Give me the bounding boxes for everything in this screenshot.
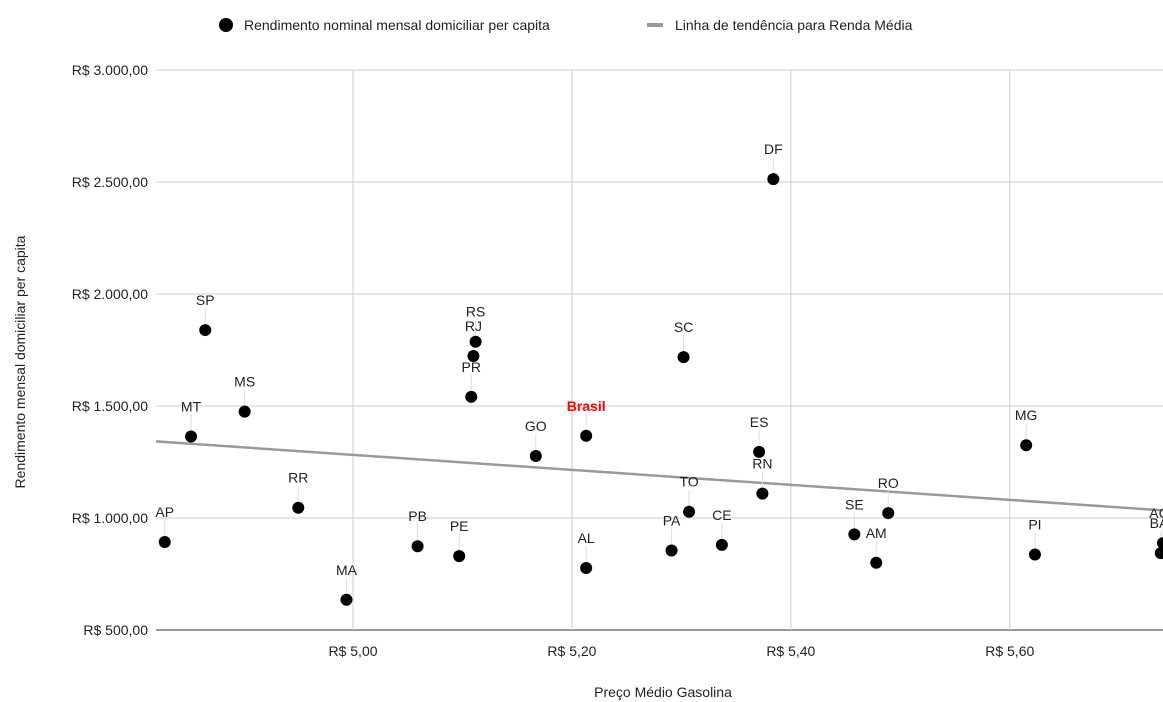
data-point bbox=[753, 445, 766, 458]
data-point bbox=[292, 501, 305, 514]
data-point bbox=[715, 538, 728, 551]
y-axis-ticks: R$ 500,00 R$ 1.000,00 R$ 1.500,00 R$ 2.000,… bbox=[72, 62, 149, 638]
data-label: DF bbox=[764, 141, 783, 157]
data-label: MG bbox=[1015, 407, 1038, 423]
data-point bbox=[185, 430, 198, 443]
data-label: PA bbox=[663, 512, 681, 528]
data-label: PB bbox=[408, 508, 427, 524]
y-axis-title: Rendimento mensal domiciliar per capita bbox=[12, 235, 28, 488]
data-point bbox=[199, 324, 212, 337]
data-label: RN bbox=[752, 456, 772, 472]
data-label: GO bbox=[525, 418, 547, 434]
y-tick-label: R$ 1.000,00 bbox=[72, 510, 148, 526]
data-label: RO bbox=[878, 475, 899, 491]
data-label: AP bbox=[155, 504, 174, 520]
data-point bbox=[238, 405, 251, 418]
data-label: AM bbox=[866, 525, 887, 541]
data-point bbox=[411, 540, 424, 553]
data-point bbox=[683, 505, 696, 518]
data-points bbox=[158, 173, 1163, 606]
data-label: PI bbox=[1028, 517, 1041, 533]
data-label: MT bbox=[181, 398, 202, 414]
x-tick-label: R$ 5,00 bbox=[328, 643, 377, 659]
trendline-path bbox=[155, 440, 1163, 512]
data-point bbox=[467, 350, 480, 363]
data-label: ES bbox=[750, 414, 769, 430]
data-point bbox=[453, 550, 466, 563]
data-label: Brasil bbox=[567, 398, 606, 414]
data-point bbox=[1154, 547, 1163, 560]
legend-marker-scatter bbox=[219, 18, 233, 32]
data-label: SP bbox=[196, 292, 215, 308]
data-label: TO bbox=[679, 474, 698, 490]
data-point bbox=[469, 335, 482, 348]
data-label: PE bbox=[450, 518, 469, 534]
data-point bbox=[848, 528, 861, 541]
trendline bbox=[155, 440, 1163, 512]
data-label: RR bbox=[288, 470, 308, 486]
data-point bbox=[1157, 537, 1163, 550]
data-point bbox=[1028, 548, 1041, 561]
x-tick-label: R$ 5,60 bbox=[985, 643, 1034, 659]
data-point bbox=[340, 593, 353, 606]
data-label: AC bbox=[1149, 505, 1163, 521]
data-label: BA bbox=[1150, 515, 1163, 531]
legend: Rendimento nominal mensal domiciliar per… bbox=[219, 17, 913, 33]
x-axis-ticks: R$ 5,00 R$ 5,20 R$ 5,40 R$ 5,60 bbox=[328, 643, 1034, 659]
data-point bbox=[158, 535, 171, 548]
data-point bbox=[665, 544, 678, 557]
data-point bbox=[870, 556, 883, 569]
y-tick-label: R$ 500,00 bbox=[83, 622, 148, 638]
data-label: CE bbox=[712, 507, 731, 523]
data-label: RJ bbox=[465, 318, 482, 334]
data-label: PR bbox=[462, 359, 481, 375]
legend-label-scatter: Rendimento nominal mensal domiciliar per… bbox=[244, 17, 550, 33]
y-tick-label: R$ 2.500,00 bbox=[72, 174, 148, 190]
data-label: SC bbox=[674, 319, 693, 335]
data-point bbox=[580, 429, 593, 442]
legend-marker-trendline bbox=[647, 23, 663, 27]
data-point bbox=[1020, 439, 1033, 452]
data-point bbox=[529, 449, 542, 462]
data-label: MS bbox=[234, 374, 255, 390]
y-tick-label: R$ 3.000,00 bbox=[72, 62, 148, 78]
y-tick-label: R$ 2.000,00 bbox=[72, 286, 148, 302]
y-tick-label: R$ 1.500,00 bbox=[72, 398, 148, 414]
data-point bbox=[882, 507, 895, 520]
data-point bbox=[580, 561, 593, 574]
data-label: SE bbox=[845, 496, 864, 512]
data-label: RS bbox=[466, 304, 485, 320]
data-point bbox=[677, 351, 690, 364]
x-axis-title: Preço Médio Gasolina bbox=[594, 684, 732, 700]
data-label: MA bbox=[336, 562, 358, 578]
data-point bbox=[465, 390, 478, 403]
x-tick-label: R$ 5,20 bbox=[547, 643, 596, 659]
data-point bbox=[756, 487, 769, 500]
data-label: AL bbox=[578, 530, 595, 546]
legend-label-trendline: Linha de tendência para Renda Média bbox=[675, 17, 913, 33]
x-tick-label: R$ 5,40 bbox=[766, 643, 815, 659]
grid bbox=[156, 69, 1163, 631]
data-point bbox=[767, 173, 780, 186]
